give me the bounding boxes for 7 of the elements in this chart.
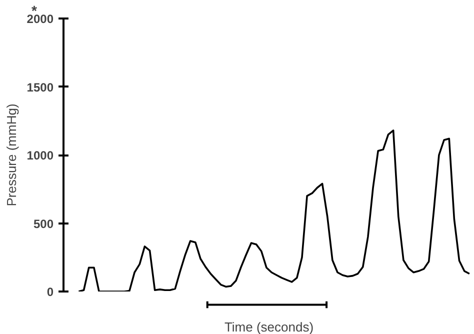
y-tick-label: 0 xyxy=(46,285,54,299)
y-axis-title: Pressure (mmHg) xyxy=(4,104,19,206)
x-axis-title: Time (seconds) xyxy=(224,320,314,334)
y-tick-label: 1000 xyxy=(26,148,54,162)
y-tick-label: 1500 xyxy=(26,80,54,94)
y-tick-label: 500 xyxy=(33,216,54,231)
line-series xyxy=(78,130,470,292)
